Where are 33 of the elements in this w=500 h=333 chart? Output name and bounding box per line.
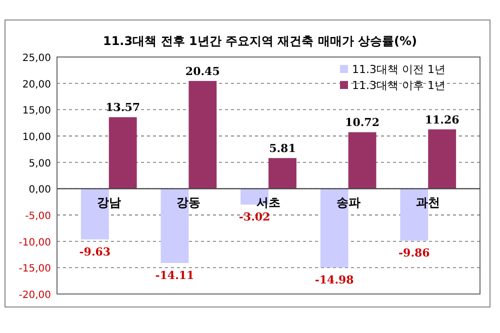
data-label: -9.86 <box>398 246 430 260</box>
x-tick-label: 송파 <box>336 196 360 210</box>
data-label: 11.26 <box>424 113 460 126</box>
data-label: 20.45 <box>185 64 220 78</box>
x-tick-label: 서초 <box>256 196 280 210</box>
chart-title: 11.3대책 전후 1년간 주요지역 재건축 매매가 상승률(%) <box>102 34 418 48</box>
legend-label: 11.3대책 이전 1년 <box>352 63 446 76</box>
x-tick-label: 강동 <box>176 196 201 210</box>
bar <box>428 129 456 189</box>
y-tick-label: -10,00 <box>18 237 51 248</box>
y-tick-label: -15,00 <box>18 264 51 275</box>
data-label: -9.63 <box>79 245 111 258</box>
y-tick-label: 0,00 <box>28 184 51 196</box>
data-label: -3.02 <box>238 210 270 224</box>
legend-label: 11.3대책 이후 1년 <box>352 79 446 92</box>
y-tick-label: -20,00 <box>18 290 51 301</box>
bar <box>188 80 217 189</box>
data-label: -14.98 <box>314 274 354 287</box>
y-tick-label: -5,00 <box>25 211 51 222</box>
y-tick-label: 25,00 <box>22 53 51 64</box>
data-label: 10.72 <box>345 116 380 130</box>
y-tick-label: 10,00 <box>22 132 51 143</box>
y-tick-label: 15,00 <box>22 106 51 117</box>
data-label: 13.57 <box>106 101 140 114</box>
bar <box>348 132 376 189</box>
x-tick-label: 강남 <box>96 196 121 210</box>
data-label: 5.81 <box>269 142 296 156</box>
bar <box>108 117 137 189</box>
data-label: -14.11 <box>155 268 194 282</box>
y-tick-label: 20,00 <box>22 79 51 90</box>
bar <box>268 158 296 189</box>
y-tick-label: 5,00 <box>28 158 51 170</box>
x-tick-label: 과천 <box>416 196 440 210</box>
